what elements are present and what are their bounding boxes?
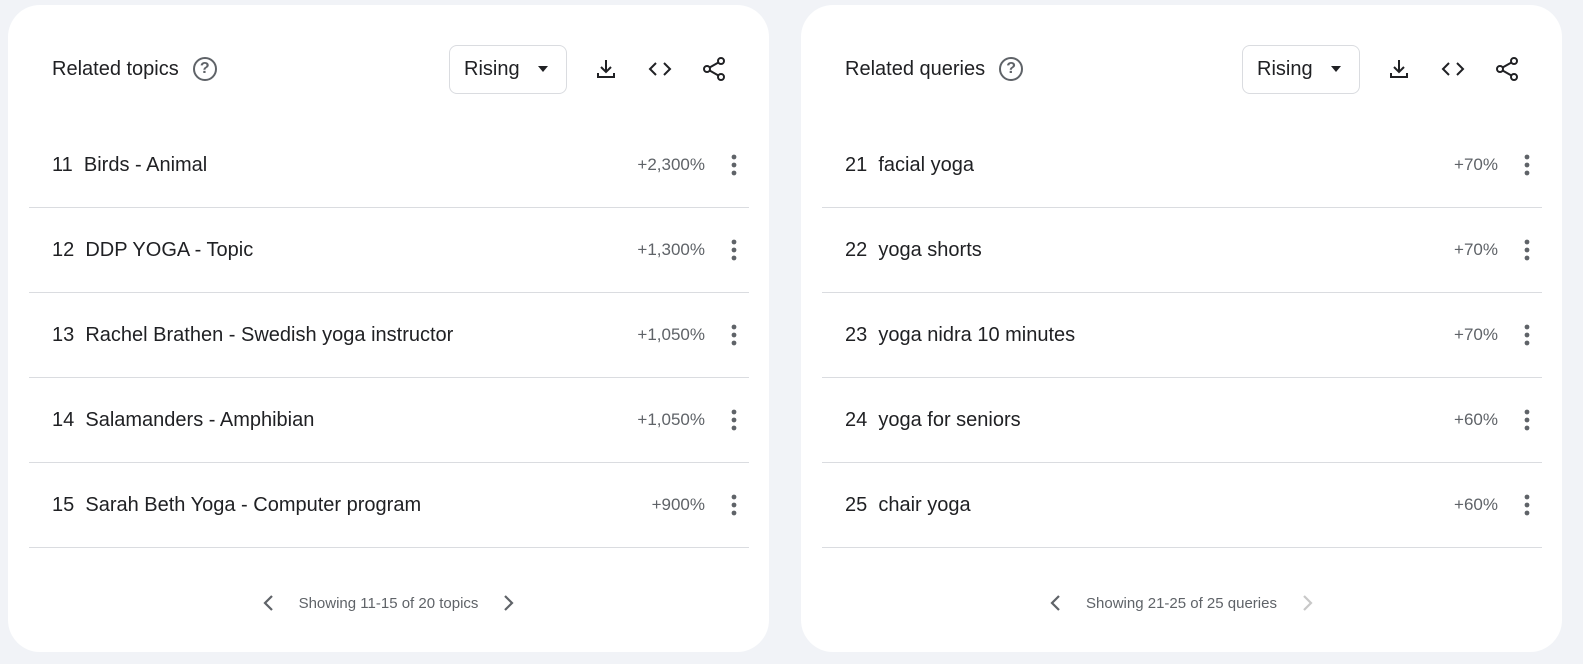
filter-value: Rising	[1257, 57, 1313, 80]
item-label[interactable]: 13 Rachel Brathen - Swedish yoga instruc…	[52, 323, 454, 346]
related-queries-card: Related queries ? Rising 21 facial yoga …	[801, 5, 1562, 652]
list-item[interactable]: 12 DDP YOGA - Topic +1,300%	[29, 208, 749, 293]
help-icon[interactable]: ?	[999, 57, 1024, 81]
download-icon[interactable]	[591, 54, 621, 84]
item-label[interactable]: 15 Sarah Beth Yoga - Computer program	[52, 493, 422, 516]
caret-down-icon	[1330, 66, 1341, 72]
pagination-text: Showing 11-15 of 20 topics	[298, 594, 479, 612]
more-vert-icon[interactable]	[1512, 490, 1542, 520]
list-item[interactable]: 15 Sarah Beth Yoga - Computer program +9…	[29, 463, 749, 548]
item-label[interactable]: 21 facial yoga	[845, 153, 974, 176]
list-item[interactable]: 24 yoga for seniors +60%	[822, 378, 1542, 463]
list-item[interactable]: 11 Birds - Animal +2,300%	[29, 123, 749, 208]
pagination: Showing 11-15 of 20 topics	[8, 591, 769, 615]
card-header: Related topics ? Rising	[52, 44, 729, 94]
more-vert-icon[interactable]	[719, 320, 749, 350]
item-value: +1,050%	[637, 325, 705, 344]
more-vert-icon[interactable]	[719, 490, 749, 520]
caret-down-icon	[537, 66, 548, 72]
item-value: +900%	[651, 495, 705, 514]
embed-code-icon[interactable]	[645, 54, 675, 84]
download-icon[interactable]	[1384, 54, 1414, 84]
results-list: 11 Birds - Animal +2,300% 12 DDP YOGA - …	[29, 123, 749, 548]
item-value: +60%	[1454, 495, 1498, 514]
filter-dropdown[interactable]: Rising	[449, 44, 567, 94]
pagination: Showing 21-25 of 25 queries	[801, 591, 1562, 615]
more-vert-icon[interactable]	[1512, 405, 1542, 435]
chevron-left-icon[interactable]	[259, 591, 279, 615]
item-label[interactable]: 14 Salamanders - Amphibian	[52, 408, 315, 431]
list-item[interactable]: 13 Rachel Brathen - Swedish yoga instruc…	[29, 293, 749, 378]
more-vert-icon[interactable]	[719, 235, 749, 265]
more-vert-icon[interactable]	[1512, 150, 1542, 180]
more-vert-icon[interactable]	[1512, 320, 1542, 350]
share-icon[interactable]	[699, 54, 729, 84]
list-item[interactable]: 22 yoga shorts +70%	[822, 208, 1542, 293]
item-label[interactable]: 25 chair yoga	[845, 493, 971, 516]
more-vert-icon[interactable]	[1512, 235, 1542, 265]
more-vert-icon[interactable]	[719, 405, 749, 435]
embed-code-icon[interactable]	[1438, 54, 1468, 84]
item-label[interactable]: 12 DDP YOGA - Topic	[52, 238, 254, 261]
filter-dropdown[interactable]: Rising	[1242, 44, 1360, 94]
list-item[interactable]: 25 chair yoga +60%	[822, 463, 1542, 548]
pagination-text: Showing 21-25 of 25 queries	[1086, 594, 1277, 612]
item-value: +2,300%	[637, 155, 705, 174]
card-title: Related topics	[52, 57, 179, 80]
chevron-right-icon[interactable]	[498, 591, 518, 615]
filter-value: Rising	[464, 57, 520, 80]
item-label[interactable]: 23 yoga nidra 10 minutes	[845, 323, 1076, 346]
related-topics-card: Related topics ? Rising 11 Birds - Anima…	[8, 5, 769, 652]
list-item[interactable]: 21 facial yoga +70%	[822, 123, 1542, 208]
item-value: +70%	[1454, 325, 1498, 344]
item-value: +70%	[1454, 240, 1498, 259]
card-header: Related queries ? Rising	[845, 44, 1522, 94]
item-value: +1,050%	[637, 410, 705, 429]
item-label[interactable]: 11 Birds - Animal	[52, 153, 208, 176]
chevron-right-icon	[1297, 591, 1317, 615]
item-label[interactable]: 22 yoga shorts	[845, 238, 982, 261]
help-icon[interactable]: ?	[192, 57, 217, 81]
chevron-left-icon[interactable]	[1046, 591, 1066, 615]
item-label[interactable]: 24 yoga for seniors	[845, 408, 1021, 431]
item-value: +70%	[1454, 155, 1498, 174]
share-icon[interactable]	[1492, 54, 1522, 84]
list-item[interactable]: 14 Salamanders - Amphibian +1,050%	[29, 378, 749, 463]
item-value: +1,300%	[637, 240, 705, 259]
results-list: 21 facial yoga +70% 22 yoga shorts +70% …	[822, 123, 1542, 548]
card-title: Related queries	[845, 57, 986, 80]
list-item[interactable]: 23 yoga nidra 10 minutes +70%	[822, 293, 1542, 378]
item-value: +60%	[1454, 410, 1498, 429]
more-vert-icon[interactable]	[719, 150, 749, 180]
